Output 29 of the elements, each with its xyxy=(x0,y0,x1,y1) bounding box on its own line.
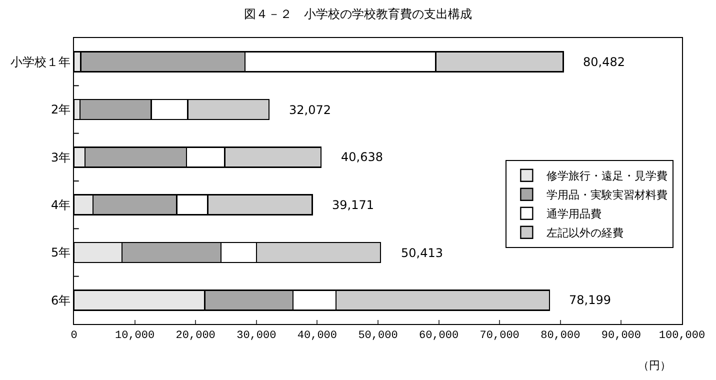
y-tick-label: 小学校１年 xyxy=(10,55,71,70)
y-tick-label: 4年 xyxy=(50,198,71,212)
total-label: 80,482 xyxy=(583,55,625,69)
x-tick-label: 90,000 xyxy=(601,330,642,342)
x-tick-label: 0 xyxy=(70,330,78,342)
x-tick-label: 80,000 xyxy=(540,330,580,342)
x-tick-label: 30,000 xyxy=(236,330,276,342)
x-tick-label: 100,000 xyxy=(658,330,706,342)
legend-label: 通学用品費 xyxy=(546,208,602,221)
x-tick-label: 60,000 xyxy=(418,330,459,342)
y-tick-label: 2年 xyxy=(50,102,71,117)
x-tick-label: 50,000 xyxy=(358,330,398,342)
y-tick-label: 5年 xyxy=(50,246,71,260)
x-tick-label: 20,000 xyxy=(176,330,216,342)
total-label: 39,171 xyxy=(332,198,374,212)
chart-title: 図４－２ 小学校の学校教育費の支出構成 xyxy=(244,6,472,21)
total-label: 40,638 xyxy=(341,150,383,164)
legend-label: 修学旅行・遠足・見学費 xyxy=(546,170,668,183)
legend-label: 学用品・実験実習材料費 xyxy=(546,188,668,202)
legend-label: 左記以外の経費 xyxy=(546,226,624,240)
x-tick-label: 70,000 xyxy=(480,330,520,342)
total-label: 50,413 xyxy=(401,246,443,260)
total-label: 78,199 xyxy=(569,293,611,307)
y-tick-label: 6年 xyxy=(50,293,71,308)
x-tick-label: 40,000 xyxy=(297,330,338,342)
total-label: 32,072 xyxy=(289,103,331,117)
y-tick-label: 3年 xyxy=(50,150,71,164)
x-tick-label: 10,000 xyxy=(114,330,155,342)
x-axis-title: （円） xyxy=(638,359,671,372)
